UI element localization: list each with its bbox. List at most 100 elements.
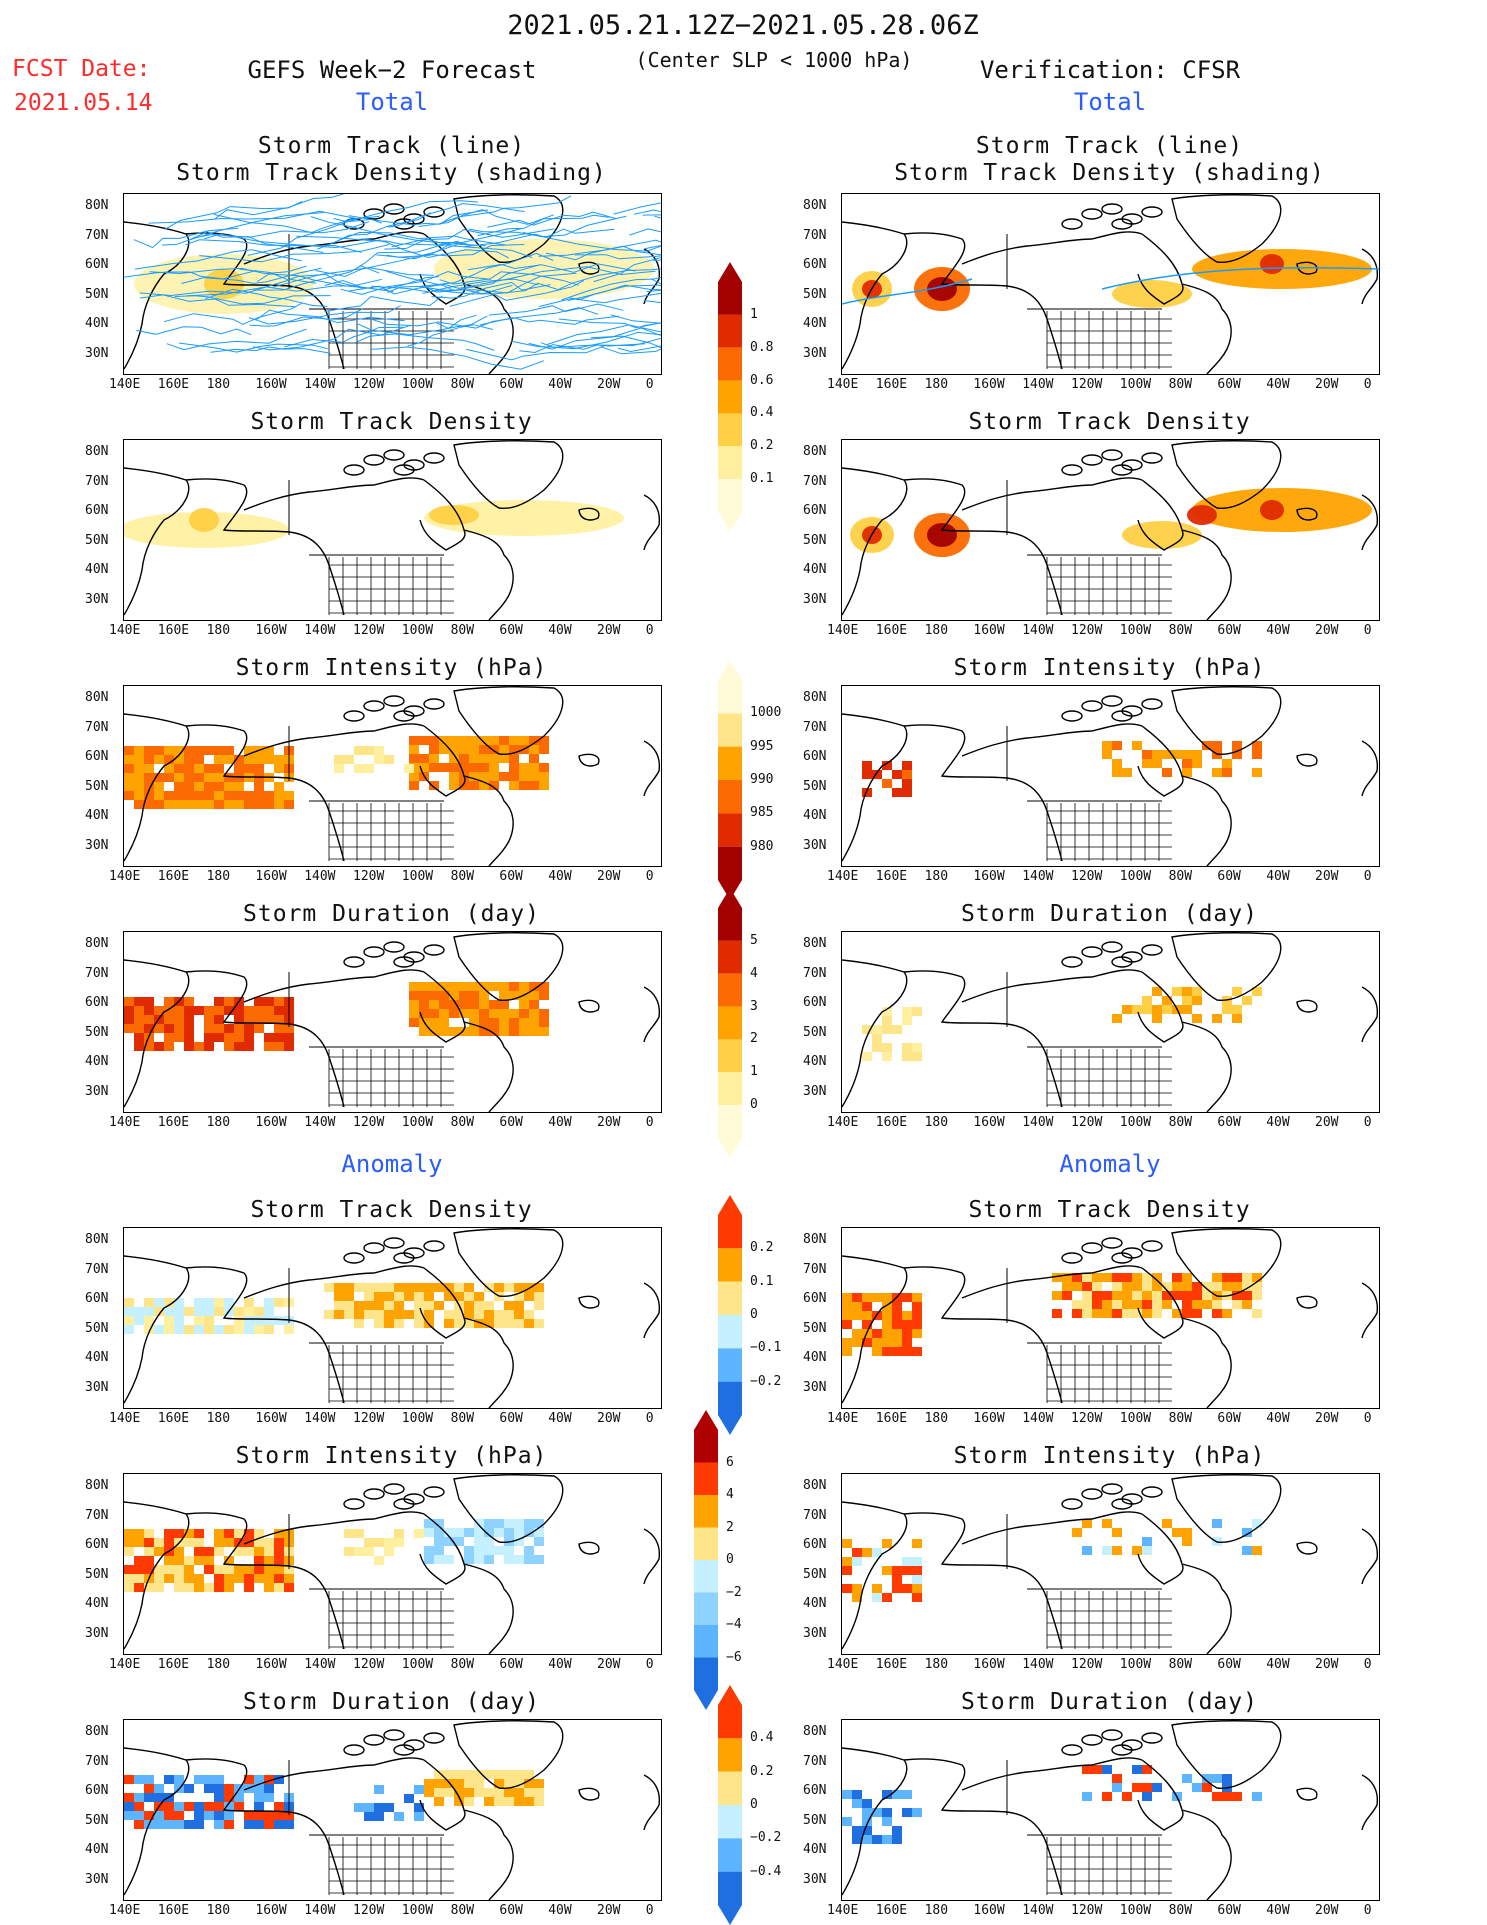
grid-cell <box>234 1015 244 1024</box>
grid-cell <box>134 1033 144 1042</box>
grid-cell <box>434 1537 444 1546</box>
grid-cell <box>842 1817 852 1826</box>
track-line <box>162 212 325 246</box>
lat-tick-label: 30N <box>85 837 109 853</box>
grid-cell <box>429 1000 439 1009</box>
lat-tick-label: 40N <box>85 316 109 331</box>
grid-cell <box>459 1009 469 1018</box>
grid-cell <box>354 1547 364 1556</box>
lon-tick-label: 180 <box>206 377 231 392</box>
grid-cell <box>1182 1528 1192 1537</box>
grid-cell <box>842 1557 852 1566</box>
lon-tick-label: 160W <box>255 1411 287 1426</box>
grid-cell <box>444 1283 454 1292</box>
lat-tick-label: 70N <box>803 227 827 243</box>
colorbar-segment <box>718 1039 742 1073</box>
grid-cell <box>439 1000 449 1009</box>
lon-tick-label: 60W <box>499 377 523 392</box>
grid-cell <box>254 1006 264 1015</box>
grid-cell <box>154 1583 164 1592</box>
grid-cell <box>154 1024 164 1033</box>
colorbar-arrow <box>718 262 742 282</box>
grid-cell <box>274 782 284 791</box>
lat-tick-label: 50N <box>85 1566 109 1582</box>
track-line <box>387 203 525 228</box>
grid-cell <box>459 745 469 754</box>
grid-cell <box>164 755 174 764</box>
lon-tick-label: 120W <box>1071 1903 1103 1918</box>
gefs-density-map <box>123 439 662 621</box>
grid-cell <box>872 1043 882 1052</box>
grid-cell <box>214 773 224 782</box>
panel-title: Storm Track Density (shading) <box>176 160 607 186</box>
grid-cell <box>862 770 872 779</box>
grid-cell <box>284 1033 294 1042</box>
grid-cell <box>384 1310 394 1319</box>
lon-tick-label: 160W <box>255 1903 287 1918</box>
grid-cell <box>429 736 439 745</box>
shading-blob <box>927 523 957 547</box>
grid-cell <box>444 1788 454 1797</box>
grid-cell <box>274 1015 284 1024</box>
grid-cell <box>184 997 194 1006</box>
grid-cell <box>174 1565 184 1574</box>
grid-cell <box>444 1292 454 1301</box>
grid-cell <box>144 1775 154 1784</box>
grid-cell <box>1232 1792 1242 1801</box>
grid-cell <box>524 1310 534 1319</box>
grid-cell <box>144 1529 154 1538</box>
track-line <box>539 292 661 307</box>
cfsr-density_anom-map <box>841 1227 1380 1409</box>
track-line <box>210 346 331 354</box>
grid-cell <box>254 1802 264 1811</box>
lon-tick-label: 140W <box>304 1903 336 1918</box>
track-line <box>519 343 646 354</box>
grid-cell <box>374 1812 384 1821</box>
grid-cell <box>254 1793 264 1802</box>
lat-tick-label: 30N <box>85 345 109 361</box>
grid-cell <box>892 1584 902 1593</box>
grid-cell <box>224 1325 234 1334</box>
lat-tick-label: 40N <box>803 1596 827 1611</box>
grid-cell <box>454 1310 464 1319</box>
grid-cell <box>882 1593 892 1602</box>
grid-cell <box>264 1574 274 1583</box>
lon-tick-label: 20W <box>1315 1903 1339 1918</box>
grid-cell <box>479 736 489 745</box>
grid-cell <box>499 736 509 745</box>
grid-cell <box>234 755 244 764</box>
grid-cell <box>134 1529 144 1538</box>
grid-cell <box>1152 1005 1162 1014</box>
lat-tick-label: 50N <box>85 1320 109 1336</box>
lon-tick-label: 160E <box>157 623 190 638</box>
grid-cell <box>902 1338 912 1347</box>
colorbar-segment <box>694 1430 718 1463</box>
grid-cell <box>204 1015 214 1024</box>
grid-cell <box>1162 768 1172 777</box>
grid-cell <box>534 1788 544 1797</box>
track-line <box>296 235 459 246</box>
lon-tick-label: 0 <box>1363 869 1372 884</box>
grid-cell <box>862 1320 872 1329</box>
grid-cell <box>234 1325 244 1334</box>
grid-cell <box>284 1325 294 1334</box>
grid-cell <box>154 1784 164 1793</box>
track-line <box>336 231 506 246</box>
grid-cell <box>1212 1774 1222 1783</box>
shading-blob <box>1187 505 1217 525</box>
grid-cell <box>434 1770 444 1779</box>
grid-cell <box>234 1033 244 1042</box>
grid-cell <box>534 1519 544 1528</box>
grid-cell <box>862 1835 872 1844</box>
grid-cell <box>1202 1783 1212 1792</box>
grid-cell <box>144 764 154 773</box>
grid-cell <box>1142 1309 1152 1318</box>
colorbar-segment <box>718 446 742 480</box>
panel-title: Storm Track (line) <box>257 133 526 159</box>
grid-cell <box>902 761 912 770</box>
grid-cell <box>264 800 274 809</box>
grid-cell <box>474 1528 484 1537</box>
grid-cell <box>1112 1783 1122 1792</box>
grid-cell <box>474 1310 484 1319</box>
grid-cell <box>504 1319 514 1328</box>
